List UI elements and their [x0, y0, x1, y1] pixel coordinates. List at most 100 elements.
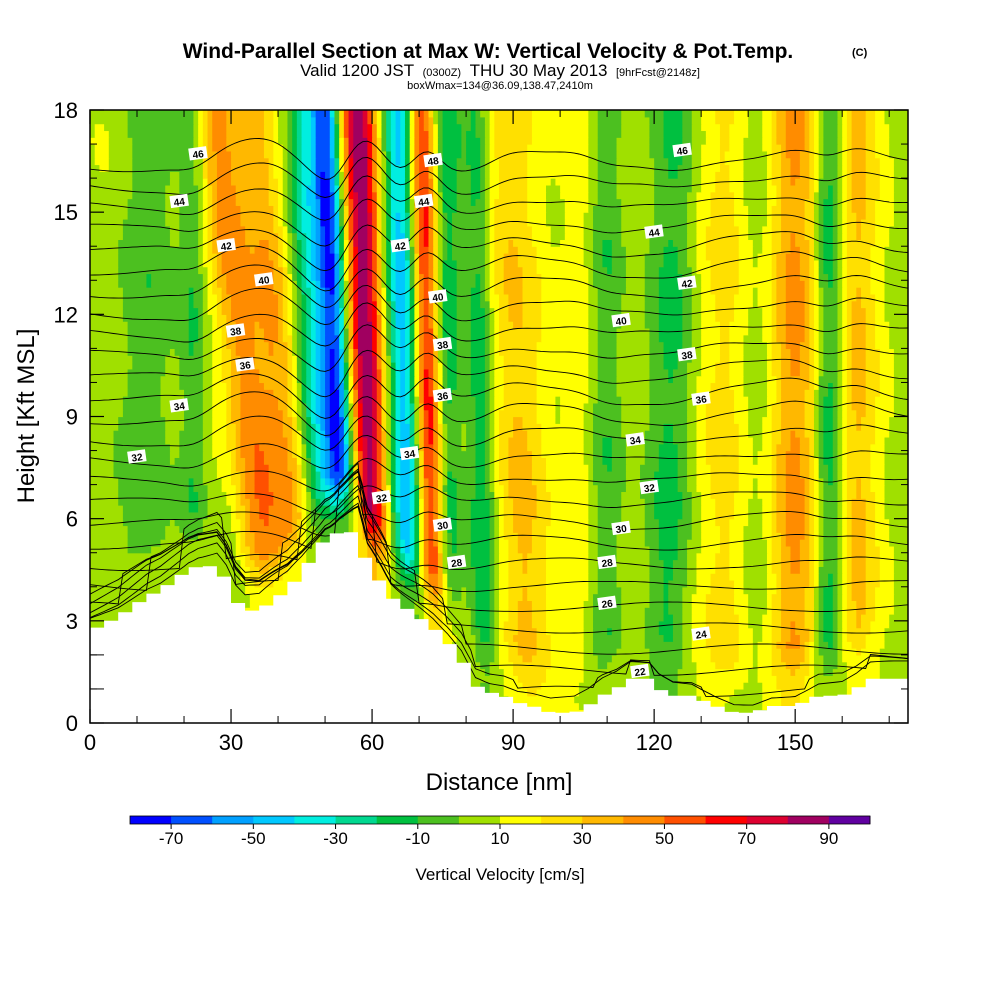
velocity-cell: [837, 545, 843, 554]
velocity-cell: [870, 457, 886, 465]
velocity-cell: [202, 280, 209, 288]
velocity-cell: [470, 382, 486, 390]
velocity-cell: [813, 246, 820, 254]
velocity-cell: [315, 307, 321, 315]
velocity-cell: [522, 280, 542, 288]
velocity-cell: [442, 443, 448, 452]
velocity-cell: [687, 477, 698, 486]
velocity-cell: [395, 348, 401, 356]
velocity-cell: [705, 416, 735, 424]
velocity-cell: [442, 273, 458, 281]
velocity-cell: [879, 362, 895, 370]
velocity-cell: [757, 300, 773, 309]
velocity-cell: [649, 402, 688, 411]
velocity-cell: [419, 253, 430, 261]
velocity-cell: [325, 348, 331, 356]
velocity-cell: [588, 273, 594, 281]
velocity-cell: [113, 464, 204, 472]
velocity-cell: [423, 552, 430, 561]
velocity-cell: [494, 389, 505, 397]
velocity-cell: [865, 355, 881, 363]
velocity-cell: [743, 525, 763, 533]
velocity-cell: [90, 259, 119, 268]
velocity-cell: [390, 266, 397, 275]
velocity-cell: [320, 362, 326, 370]
velocity-cell: [381, 416, 387, 424]
velocity-cell: [494, 573, 500, 581]
velocity-cell: [621, 293, 646, 302]
velocity-cell: [390, 225, 397, 234]
velocity-cell: [771, 321, 777, 329]
velocity-cell: [837, 511, 843, 520]
velocity-cell: [879, 545, 895, 554]
velocity-cell: [207, 307, 218, 315]
velocity-cell: [865, 641, 886, 649]
velocity-cell: [766, 375, 777, 384]
velocity-cell: [823, 518, 839, 527]
velocity-cell: [870, 287, 886, 295]
velocity-cell: [527, 559, 547, 567]
velocity-cell: [658, 280, 683, 288]
velocity-cell: [419, 423, 425, 431]
velocity-cell: [616, 355, 651, 363]
velocity-cell: [734, 307, 749, 315]
velocity-cell: [451, 641, 477, 649]
velocity-cell: [367, 559, 378, 567]
velocity-cell: [818, 368, 824, 377]
velocity-cell: [419, 375, 425, 384]
velocity-cell: [748, 423, 763, 431]
velocity-cell: [437, 484, 444, 493]
velocity-cell: [691, 511, 702, 520]
velocity-cell: [785, 518, 806, 527]
velocity-cell: [813, 566, 820, 574]
velocity-cell: [423, 396, 434, 404]
velocity-cell: [480, 688, 491, 697]
velocity-cell: [419, 539, 425, 547]
velocity-cell: [390, 300, 397, 309]
velocity-cell: [837, 641, 843, 649]
velocity-cell: [306, 525, 317, 533]
velocity-cell: [428, 532, 434, 540]
velocity-cell: [738, 232, 749, 241]
velocity-cell: [677, 688, 698, 697]
velocity-cell: [757, 491, 773, 499]
velocity-cell: [625, 246, 651, 254]
velocity-cell: [597, 368, 618, 377]
velocity-cell: [832, 627, 839, 636]
velocity-cell: [226, 382, 232, 390]
velocity-cell: [719, 327, 730, 336]
velocity-cell: [404, 559, 411, 567]
velocity-cell: [494, 443, 500, 452]
velocity-cell: [376, 239, 383, 247]
velocity-cell: [818, 505, 824, 513]
velocity-cell: [259, 239, 270, 247]
velocity-cell: [419, 477, 425, 486]
velocity-cell: [484, 402, 491, 411]
velocity-cell: [710, 273, 740, 281]
velocity-cell: [785, 334, 806, 343]
velocity-cell: [202, 218, 209, 227]
velocity-cell: [90, 477, 119, 486]
velocity-cell: [837, 334, 843, 343]
velocity-cell: [343, 416, 350, 424]
velocity-cell: [231, 464, 237, 472]
velocity-cell: [743, 539, 768, 547]
velocity-cell: [658, 620, 674, 629]
velocity-cell: [395, 409, 401, 418]
velocity-cell: [851, 368, 867, 377]
velocity-cell: [301, 436, 307, 445]
velocity-cell: [588, 593, 594, 601]
velocity-cell: [245, 586, 303, 595]
velocity-cell: [531, 464, 547, 472]
velocity-cell: [837, 470, 843, 479]
velocity-cell: [588, 287, 599, 295]
velocity-cell: [212, 334, 223, 343]
velocity-cell: [292, 416, 298, 424]
velocity-cell: [701, 695, 730, 704]
velocity-cell: [813, 539, 820, 547]
velocity-cell: [301, 484, 307, 493]
velocity-cell: [494, 334, 500, 343]
velocity-cell: [395, 382, 401, 390]
velocity-cell: [310, 423, 317, 431]
velocity-cell: [687, 423, 698, 431]
